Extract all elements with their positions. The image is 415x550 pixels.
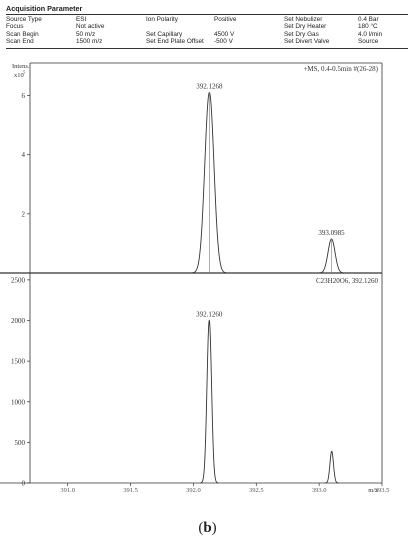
parameter-table: Source Type ESI Ion Polarity Positive Set Ne… <box>6 16 408 46</box>
x-tick-label: 391.0 <box>60 487 75 494</box>
parameter-key: Ion Polarity <box>146 16 178 23</box>
peak-2-trace <box>324 450 339 484</box>
parameter-value: 1500 m/z <box>76 38 103 46</box>
parameter-value: ESI <box>76 16 87 23</box>
parameter-key: Set Nebulizer <box>284 16 323 23</box>
y-axis-exponent-power: 5 <box>23 70 26 75</box>
parameter-value: Not active <box>76 23 105 31</box>
parameter-row: Scan Begin 50 m/z Set Capillary 4500 V Set D… <box>6 31 408 38</box>
y-tick-label: 500 <box>15 439 26 447</box>
parameter-value: Source <box>358 38 379 46</box>
peak-1-label: 392.1268 <box>196 83 223 91</box>
parameter-key: Focus <box>6 23 24 31</box>
parameter-key: Set Capillary <box>146 30 183 38</box>
parameter-key: Scan End <box>6 38 34 46</box>
parameter-divider <box>6 47 408 49</box>
parameter-value: -500 V <box>214 38 233 46</box>
x-tick-label: 393.0 <box>312 487 327 494</box>
x-tick-label: 392.0 <box>186 487 201 494</box>
parameter-key: Set Divert Valve <box>284 38 330 46</box>
panel-title: C23H20O6, 392.1260 <box>316 277 379 285</box>
parameter-value: 50 m/z <box>76 30 96 38</box>
y-tick-label: 1500 <box>11 358 26 366</box>
parameter-key: Source Type <box>6 16 42 23</box>
peak-1-trace <box>200 319 219 484</box>
y-axis-title: Intens. <box>12 63 30 70</box>
y-tick-label: 1000 <box>11 398 26 406</box>
panel-title: +MS, 0.4-0.5min #(26-28) <box>303 65 378 73</box>
parameter-value: Positive <box>214 16 237 23</box>
caption-open: ( <box>198 520 204 536</box>
parameter-value: 180 °C <box>358 23 378 31</box>
parameter-value: 4500 V <box>214 30 235 38</box>
y-tick-label: 4 <box>22 151 26 159</box>
x-tick-label: 392.5 <box>249 487 264 494</box>
parameter-key: Set Dry Heater <box>284 23 327 31</box>
y-axis-exponent-base: x10 <box>14 72 24 79</box>
parameter-key: Set End Plate Offset <box>146 38 204 46</box>
y-tick-label: 6 <box>22 92 26 100</box>
x-axis-title: m/z <box>368 487 378 494</box>
x-tick-label: 393.5 <box>375 487 390 494</box>
parameter-key: Scan Begin <box>6 30 39 38</box>
caption-close: ) <box>211 520 217 536</box>
parameter-key: Set Dry Gas <box>284 30 319 38</box>
parameter-value: 4.0 l/min <box>358 30 383 38</box>
peak-2-label: 393.0985 <box>318 229 345 237</box>
x-tick-label: 391.5 <box>123 487 138 494</box>
parameter-value: 0.4 Bar <box>358 16 379 23</box>
acquisition-title: Acquisition Parameter <box>6 4 408 15</box>
figure-caption: (b) <box>0 520 415 537</box>
y-tick-label: 2500 <box>11 276 26 284</box>
caption-letter: b <box>203 520 212 536</box>
peak-1-label: 392.1260 <box>196 311 223 319</box>
parameter-row: Scan End 1500 m/z Set End Plate Offset -500… <box>6 38 408 45</box>
acquisition-parameters: Acquisition Parameter Source Type ESI Ion … <box>6 4 408 49</box>
y-tick-label: 0 <box>22 480 26 488</box>
y-tick-label: 2000 <box>11 317 26 325</box>
y-tick-label: 2 <box>22 210 26 218</box>
parameter-row: Focus Not active Set Dry Heater 180 °C <box>6 23 408 30</box>
parameter-row: Source Type ESI Ion Polarity Positive Set Ne… <box>6 16 408 23</box>
